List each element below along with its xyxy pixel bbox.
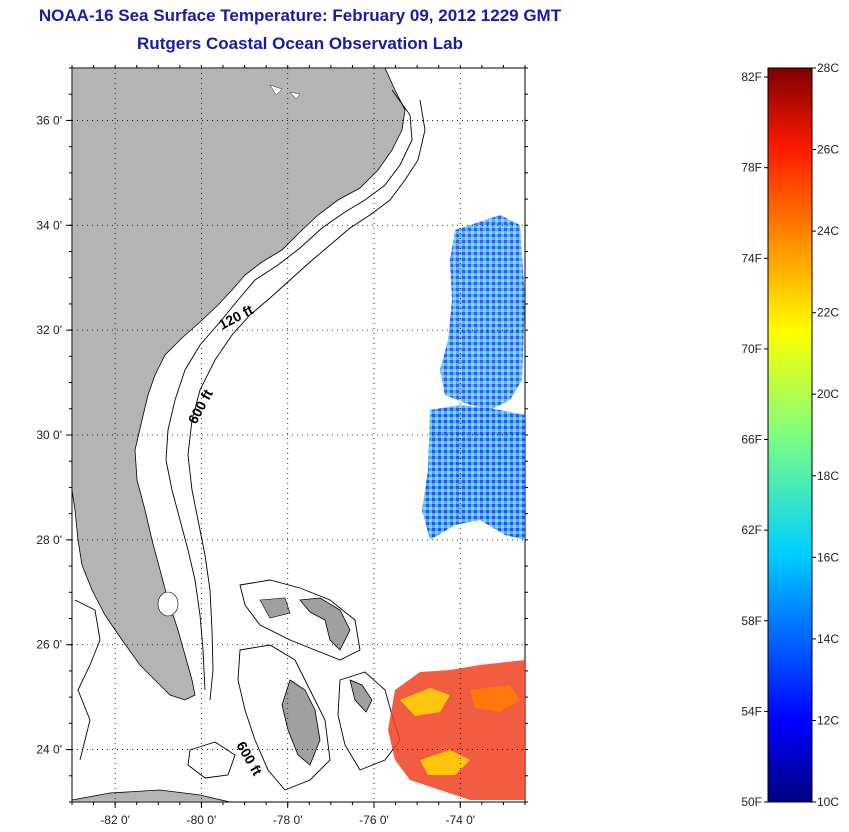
colorbar-f-label: 58F	[741, 614, 762, 628]
sst-swath-mid	[422, 405, 525, 540]
colorbar-f-label: 74F	[741, 251, 762, 265]
colorbar-c-label: 20C	[817, 387, 839, 401]
x-tick-label: -76 0'	[359, 813, 389, 827]
colorbar-c-label: 22C	[817, 306, 839, 320]
colorbar-c-label: 10C	[817, 795, 839, 809]
y-tick-label: 26 0'	[36, 638, 62, 652]
colorbar-f-label: 66F	[741, 433, 762, 447]
colorbar-fahrenheit-labels: 82F 78F 74F 70F 66F 62F 58F 54F 50F	[741, 70, 768, 809]
colorbar-c-label: 16C	[817, 550, 839, 564]
colorbar-celsius-labels: 28C 26C 24C 22C 20C 18C 16C 14C 12C 10C	[812, 61, 839, 809]
y-tick-label: 32 0'	[36, 323, 62, 337]
cuba-coast	[72, 789, 231, 802]
y-tick-label: 36 0'	[36, 113, 62, 127]
x-tick-label: -80 0'	[187, 813, 217, 827]
y-tick-label: 30 0'	[36, 428, 62, 442]
colorbar-f-label: 70F	[741, 342, 762, 356]
colorbar	[767, 67, 813, 803]
y-axis-ticks: 36 0' 34 0' 32 0' 30 0' 28 0' 26 0' 24 0'	[36, 67, 528, 803]
map-subtitle: Rutgers Coastal Ocean Observation Lab	[137, 34, 463, 53]
colorbar-c-label: 18C	[817, 469, 839, 483]
map-grid	[72, 68, 525, 802]
colorbar-f-label: 50F	[741, 795, 762, 809]
colorbar-f-label: 82F	[741, 70, 762, 84]
bahamas-abaco	[299, 597, 351, 651]
y-tick-label: 24 0'	[36, 743, 62, 757]
colorbar-f-label: 78F	[741, 161, 762, 175]
colorbar-c-label: 26C	[817, 143, 839, 157]
lake-okeechobee	[157, 591, 179, 617]
sst-swath-north	[440, 215, 525, 410]
colorbar-f-label: 62F	[741, 523, 762, 537]
colorbar-c-label: 12C	[817, 713, 839, 727]
colorbar-f-label: 54F	[741, 704, 762, 718]
colorbar-c-label: 24C	[817, 224, 839, 238]
sst-swath	[388, 215, 525, 800]
map-title: NOAA-16 Sea Surface Temperature: Februar…	[38, 6, 562, 25]
y-tick-label: 34 0'	[36, 218, 62, 232]
bahamas-andros	[281, 679, 321, 766]
bahamas-eleuthera	[349, 679, 373, 713]
x-axis-ticks: -82 0' -80 0' -78 0' -76 0' -74 0'	[71, 65, 526, 827]
x-tick-label: -78 0'	[273, 813, 303, 827]
y-tick-label: 28 0'	[36, 533, 62, 547]
x-tick-label: -82 0'	[100, 813, 130, 827]
colorbar-c-label: 14C	[817, 632, 839, 646]
colorbar-c-label: 28C	[817, 61, 839, 75]
mainland-land	[72, 68, 406, 701]
bathymetry-contours	[74, 89, 426, 791]
x-tick-label: -74 0'	[445, 813, 475, 827]
